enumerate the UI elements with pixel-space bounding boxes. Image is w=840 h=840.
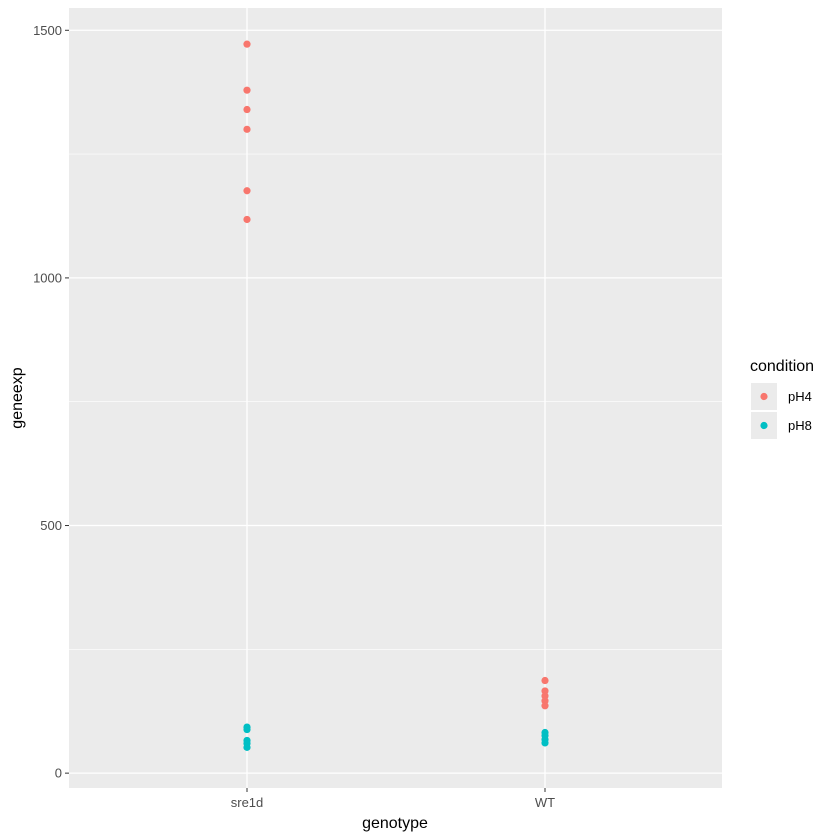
data-point-pH4 xyxy=(243,215,251,224)
legend-label: pH4 xyxy=(788,389,812,404)
data-point-pH8 xyxy=(541,739,549,747)
plot-panel xyxy=(69,8,722,788)
y-tick-label: 1000 xyxy=(33,270,62,285)
y-axis: 0 500 1000 1500 xyxy=(33,23,69,781)
legend-key-point xyxy=(760,392,768,401)
grid-lines xyxy=(69,8,722,788)
data-point-pH8 xyxy=(243,725,251,734)
data-point-pH4 xyxy=(243,187,251,195)
data-point-pH4 xyxy=(541,702,549,710)
data-point-pH4 xyxy=(243,105,251,114)
legend-label: pH8 xyxy=(788,418,812,433)
data-point-pH8 xyxy=(243,743,251,751)
data-point-pH4 xyxy=(541,687,549,695)
data-point-pH4 xyxy=(541,697,549,705)
y-tick-label: 1500 xyxy=(33,23,62,38)
data-point-pH4 xyxy=(541,676,549,685)
x-tick-label: WT xyxy=(535,795,555,810)
legend: condition pH4 pH8 xyxy=(750,358,814,439)
data-point-pH4 xyxy=(541,692,549,700)
legend-key-point xyxy=(760,421,768,430)
data-points xyxy=(243,40,549,751)
data-point-pH4 xyxy=(243,125,251,133)
x-axis: sre1d WT xyxy=(231,788,555,810)
x-axis-title: genotype xyxy=(362,815,428,832)
x-tick-label: sre1d xyxy=(231,795,264,810)
y-axis-title: geneexp xyxy=(9,367,26,428)
data-point-pH4 xyxy=(243,86,251,94)
legend-title: condition xyxy=(750,358,814,375)
y-tick-label: 500 xyxy=(40,518,62,533)
y-tick-label: 0 xyxy=(55,766,62,781)
data-point-pH4 xyxy=(243,40,251,48)
